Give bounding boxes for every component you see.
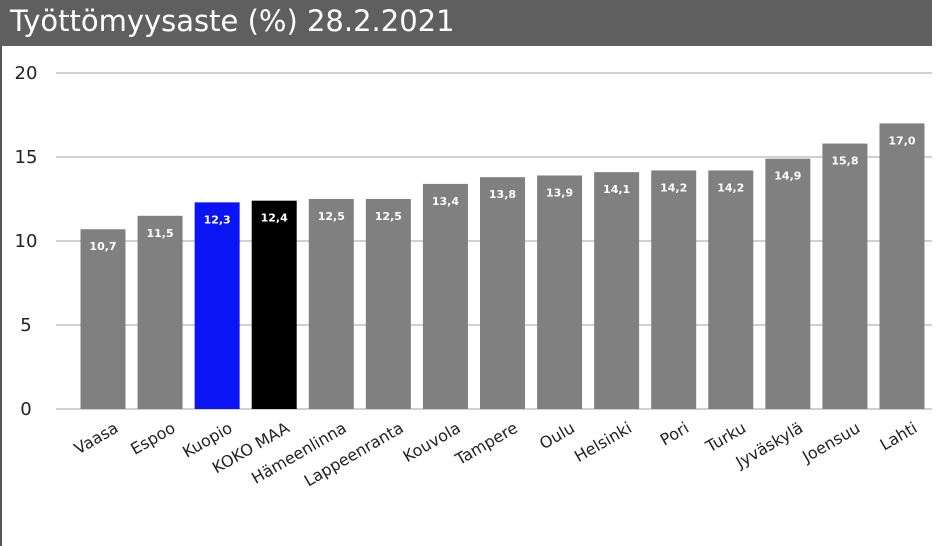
y-tick-label: 15 <box>15 147 38 168</box>
bar <box>594 172 640 409</box>
category-label: Kouvola <box>400 418 464 466</box>
data-label: 12,3 <box>204 213 231 226</box>
bar <box>708 170 754 409</box>
data-label: 14,2 <box>717 181 744 194</box>
bar <box>651 170 697 409</box>
data-label: 10,7 <box>89 240 116 253</box>
bar <box>879 123 925 410</box>
category-label: Pori <box>657 418 692 449</box>
category-label: Espoo <box>127 418 178 459</box>
y-tick-label: 20 <box>15 63 38 84</box>
bar <box>251 200 297 409</box>
data-label: 13,4 <box>432 195 459 208</box>
data-label: 13,8 <box>489 188 516 201</box>
data-label: 17,0 <box>888 134 915 147</box>
data-label: 13,9 <box>546 186 573 199</box>
data-label: 12,5 <box>318 210 345 223</box>
bar <box>137 215 183 409</box>
data-label: 12,5 <box>375 210 402 223</box>
y-tick-label: 5 <box>20 315 31 336</box>
data-label: 15,8 <box>831 155 858 168</box>
bar <box>537 175 583 409</box>
y-tick-label: 0 <box>20 399 31 420</box>
category-label: Tampere <box>451 418 521 469</box>
data-label: 14,1 <box>603 183 630 196</box>
category-label: Vaasa <box>71 418 122 458</box>
bar <box>479 177 525 409</box>
data-label: 14,2 <box>660 181 687 194</box>
category-label: Lappeenranta <box>301 418 407 490</box>
y-tick-label: 10 <box>15 231 38 252</box>
chart-title: Työttömyysaste (%) 28.2.2021 <box>10 4 455 38</box>
bar <box>308 199 354 409</box>
category-label: Joensuu <box>798 418 863 467</box>
bar <box>822 143 868 409</box>
bar <box>194 202 240 409</box>
bar <box>365 199 411 409</box>
data-label: 14,9 <box>774 170 801 183</box>
bar <box>422 183 468 409</box>
bar <box>80 229 126 409</box>
data-label: 11,5 <box>146 227 173 240</box>
data-label: 12,4 <box>261 212 288 225</box>
category-label: Lahti <box>877 418 921 454</box>
title-bar: Työttömyysaste (%) 28.2.2021 <box>0 0 932 46</box>
category-label: Oulu <box>536 418 578 453</box>
category-label: Helsinki <box>571 418 635 466</box>
bar <box>765 158 811 409</box>
